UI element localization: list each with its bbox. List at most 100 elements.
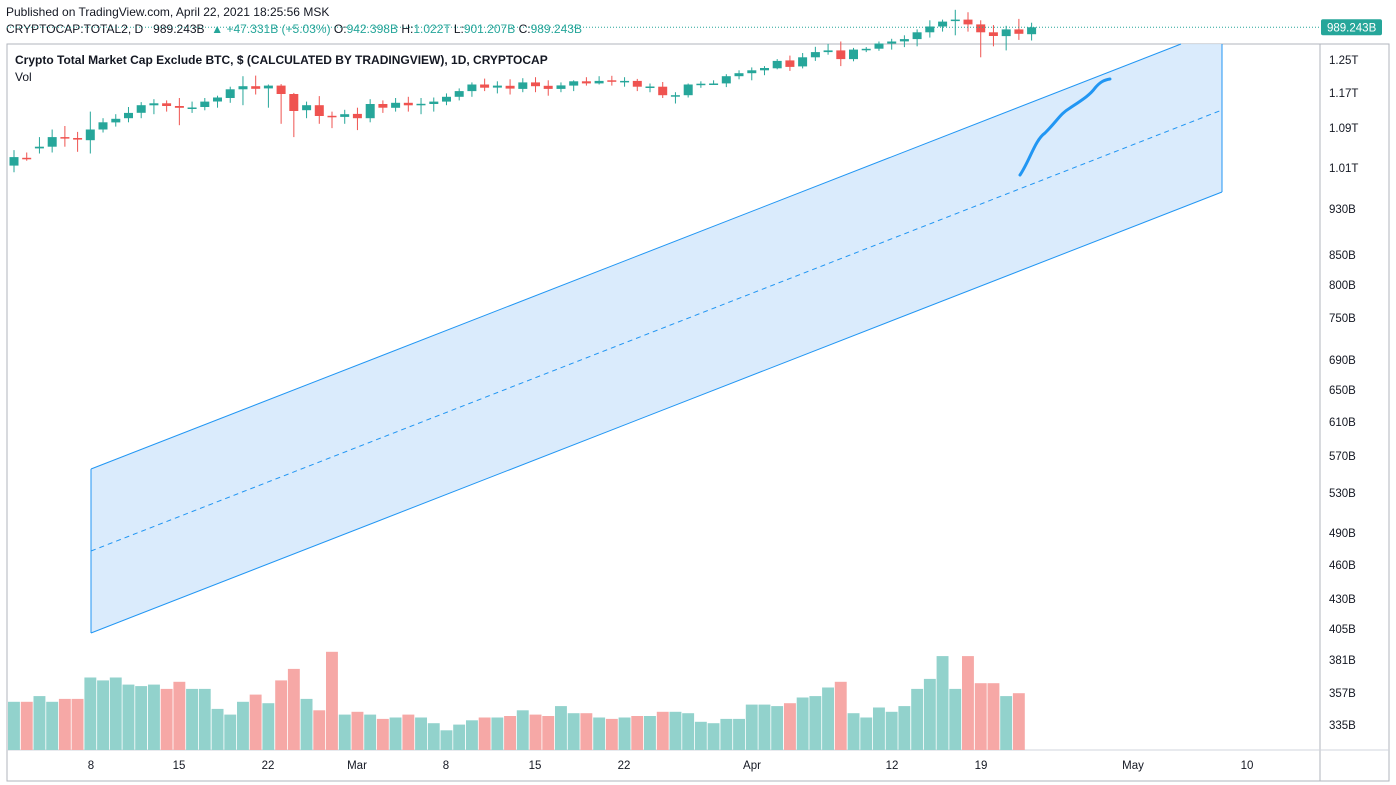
price-tick-label: 1.25T (1329, 55, 1358, 67)
price-tick-label: 1.01T (1329, 163, 1358, 175)
candle-body (352, 113, 362, 119)
volume-bar (198, 688, 211, 750)
price-tick-label: 930B (1329, 204, 1356, 216)
volume-bar (237, 701, 249, 750)
change-value: +47.331B (+5.03%) (226, 22, 331, 36)
volume-bar (796, 697, 809, 750)
price-tick-label: 800B (1329, 280, 1356, 292)
candle-body (85, 129, 95, 141)
time-tick-label: 8 (88, 760, 94, 772)
volume-bar (466, 720, 478, 750)
volume-bar (847, 713, 860, 750)
volume-bar (949, 688, 962, 750)
time-tick-label: 8 (443, 760, 449, 772)
candle-body (531, 82, 540, 87)
volume-bar (593, 717, 606, 750)
price-tick-label: 381B (1329, 655, 1356, 667)
legend-volume: Vol (15, 70, 32, 84)
volume-bar (631, 716, 644, 750)
candle-body (60, 137, 70, 139)
candle-body (963, 19, 973, 25)
channel-lower-line (90, 191, 1223, 634)
candle-body (251, 86, 261, 89)
price-tick-label: 690B (1329, 355, 1356, 367)
volume-bar (834, 681, 847, 750)
volume-bar (160, 688, 173, 750)
candle-body (721, 76, 731, 84)
volume-bar (707, 723, 720, 750)
candle-body (1001, 29, 1011, 37)
volume-bar (440, 730, 453, 750)
overlay-lines (7, 26, 1320, 177)
time-tick-label: 19 (975, 760, 988, 772)
low-label: L: (453, 22, 464, 36)
volume-bar (71, 698, 84, 750)
volume-bar (478, 717, 491, 750)
open-label: O: (333, 22, 347, 36)
candle-body (187, 107, 197, 109)
time-tick-label: 22 (618, 760, 631, 772)
price-tick-label: 460B (1329, 560, 1356, 572)
volume-bar (211, 708, 224, 750)
channel-median-line (90, 109, 1223, 552)
volume-bar (402, 714, 415, 750)
candle-body (823, 50, 833, 53)
candle-body (696, 83, 706, 86)
volume-bar (33, 696, 46, 750)
candle-body (238, 86, 248, 90)
volume-bar (313, 710, 326, 750)
price-tick-label: 1.17T (1329, 88, 1358, 100)
volume-bar (567, 713, 580, 750)
candle-body (111, 118, 121, 123)
volume-bar (580, 713, 593, 750)
candle-body (785, 60, 795, 67)
close-label: C: (518, 22, 531, 36)
candle-body (302, 105, 312, 111)
candle-body (899, 39, 909, 42)
price-tick-label: 610B (1329, 417, 1356, 429)
candle-body (403, 102, 413, 106)
candle-body (950, 19, 960, 22)
price-tick-label: 335B (1329, 720, 1356, 732)
candle-body (912, 32, 922, 40)
volume-bar (389, 717, 402, 750)
volume-bar (809, 696, 822, 750)
price-tick-label: 490B (1329, 528, 1356, 540)
candle-body (378, 104, 388, 108)
channel-fill (91, 44, 1222, 633)
candle-body (556, 85, 566, 89)
volume-bar (873, 707, 885, 750)
time-axis[interactable]: 8 15 22 Mar 8 15 22 Apr 12 19 May 10 (88, 760, 1254, 772)
candle-body (327, 115, 337, 118)
up-arrow-icon: ▲ (211, 22, 224, 36)
candle-body (263, 85, 273, 89)
volume-bar (542, 716, 555, 750)
regression-channel[interactable] (90, 43, 1223, 634)
close-value: 989.243B (530, 22, 582, 36)
volume-bar (58, 698, 71, 750)
volume-bar (109, 677, 122, 750)
volume-bar (376, 718, 389, 750)
last-price-label: 989.243B (1327, 22, 1377, 34)
high-value: 1.022T (413, 22, 451, 36)
candle-body (505, 85, 515, 89)
volume-bar (364, 714, 377, 750)
volume-bar (987, 683, 1000, 750)
candle-body (162, 103, 172, 106)
symbol-ohlc-bar: CRYPTOCAP:TOTAL2, D 989.243B ▲ +47.331B … (6, 22, 582, 36)
symbol-label[interactable]: CRYPTOCAP:TOTAL2, D (6, 22, 144, 36)
candle-body (938, 21, 948, 27)
price-tick-label: 1.09T (1329, 123, 1358, 135)
candle-body (47, 137, 57, 147)
price-axis[interactable]: 1.25T 1.17T 1.09T 1.01T 930B 850B 800B 750B 690B… (1321, 19, 1382, 732)
volume-bar (8, 701, 20, 750)
volume-bar (682, 713, 695, 750)
time-tick-label: 10 (1241, 760, 1254, 772)
time-tick-label: 22 (262, 760, 275, 772)
low-value: 901.207B (463, 22, 516, 36)
volume-bar (885, 711, 898, 750)
price-tick-label: 405B (1329, 624, 1356, 636)
candle-body (225, 89, 235, 98)
volume-bar (644, 716, 656, 750)
